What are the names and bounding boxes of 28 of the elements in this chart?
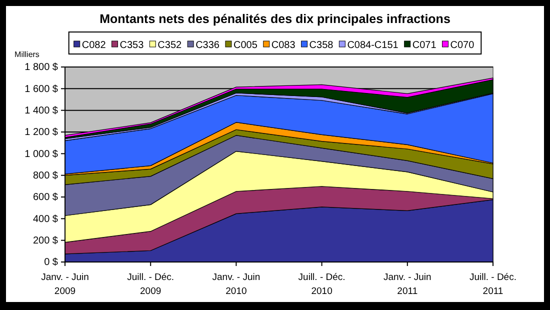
y-tick-label: 1 400 $ [24,106,58,117]
chart-title: Montants nets des pénalités des dix principales infractions [100,12,450,26]
y-tick-label: 400 $ [32,214,58,225]
x-tick-label: Janv. - Juin 2010 [212,272,260,297]
legend-label: C358 [309,40,334,51]
y-tick-label: 800 $ [32,170,58,182]
legend-label: C082 [82,40,106,51]
x-tick-label: Janv. - Juin 2009 [41,272,89,297]
x-tick-label: Juill. - Déc. 2010 [298,272,346,297]
y-tick-label: 0 $ [44,257,58,268]
y-tick-label: 1 800 $ [24,62,58,74]
legend-label: C083 [271,40,296,51]
x-tick-label: Juill. - Déc. 2011 [470,272,516,297]
legend-label: C071 [412,40,437,51]
y-tick-label: 200 $ [32,236,58,247]
legend-label: C353 [120,40,144,51]
x-tick-label: Juill. - Déc. 2009 [127,272,174,297]
y-axis-title: Milliers [14,50,40,59]
y-tick-label: 1 200 $ [24,127,58,138]
x-tick-label: Janv. - Juin 2011 [383,272,432,297]
legend-label: C336 [196,40,220,51]
legend-label: C070 [450,40,475,51]
legend-label: C005 [233,40,258,51]
y-tick-label: 600 $ [32,192,58,204]
y-tick-label: 1 000 $ [24,148,58,160]
legend-label: C084-C151 [347,40,399,51]
y-tick-label: 1 600 $ [24,84,58,95]
legend-label: C352 [158,40,182,51]
